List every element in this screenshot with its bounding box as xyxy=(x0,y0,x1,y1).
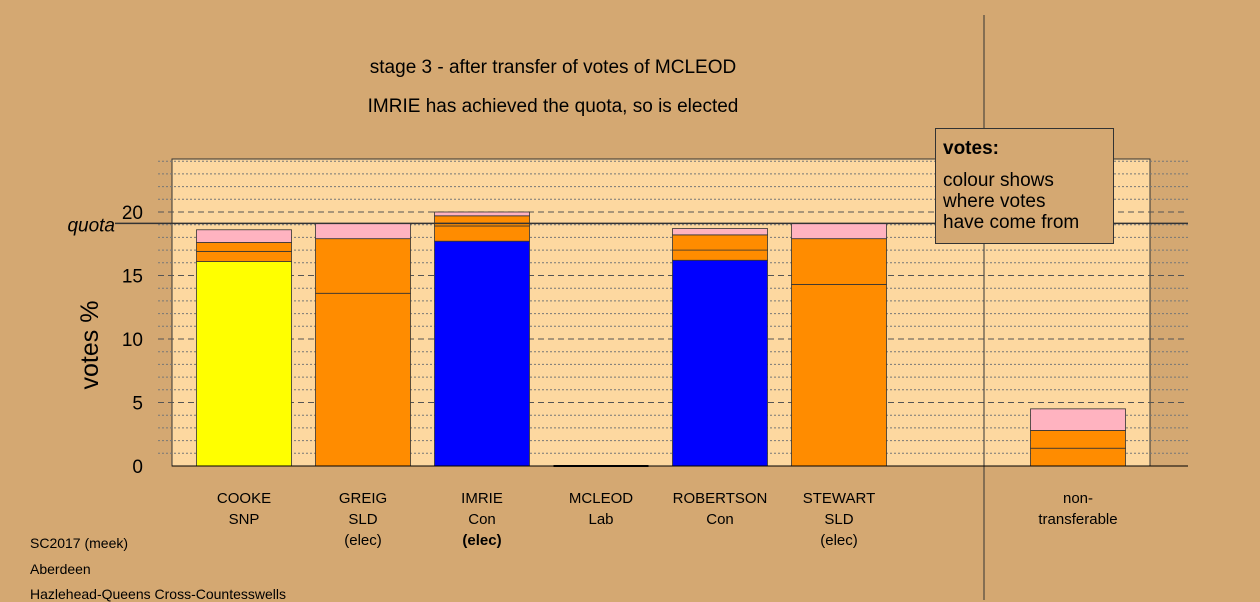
category-party: SLD xyxy=(348,511,377,528)
bar-segment xyxy=(791,238,887,285)
category-label: MCLEOD xyxy=(569,490,633,507)
bar-segment xyxy=(672,228,768,236)
bar-segment xyxy=(196,261,292,467)
y-tick-label: 0 xyxy=(132,457,143,478)
bar-segment xyxy=(315,292,411,467)
y-axis-label: votes % xyxy=(76,301,104,390)
bar-segment xyxy=(196,250,292,262)
footer-line-2: Aberdeen xyxy=(30,561,91,577)
legend: votes: colour shows where votes have com… xyxy=(935,128,1114,244)
legend-line-2: where votes xyxy=(943,191,1046,212)
category-label: GREIG xyxy=(339,490,387,507)
bar-segment xyxy=(434,240,530,467)
bar-segment xyxy=(434,211,530,217)
bar-segment xyxy=(315,238,411,294)
bar-segment xyxy=(1030,408,1126,431)
y-tick-label: 10 xyxy=(122,330,143,351)
bar-segment xyxy=(791,223,887,240)
category-label: COOKE xyxy=(217,490,271,507)
bar-segment xyxy=(791,283,887,467)
y-axis: 0 5 10 15 20 xyxy=(122,203,143,478)
category-status: (elec) xyxy=(462,532,501,549)
bar-segment xyxy=(672,234,768,251)
bar-segment xyxy=(672,259,768,467)
legend-line-3: have come from xyxy=(943,212,1080,233)
legend-line-1: colour shows xyxy=(943,170,1054,191)
bar-segment xyxy=(434,215,530,227)
category-labels: COOKE SNP GREIG SLD (elec) IMRIE Con (elec) MCLE… xyxy=(217,490,1118,549)
footer-line-1: SC2017 (meek) xyxy=(30,535,129,551)
category-party: Con xyxy=(706,511,734,528)
bar-segment xyxy=(434,225,530,242)
bar-segment xyxy=(1030,447,1126,467)
category-label: STEWART xyxy=(803,490,876,507)
category-status: (elec) xyxy=(344,532,382,549)
bar-segment xyxy=(196,242,292,252)
bar-segment xyxy=(196,229,292,243)
category-party: SLD xyxy=(824,511,853,528)
bar-segment xyxy=(672,249,768,261)
category-party: Lab xyxy=(588,511,613,528)
chart-subtitle: IMRIE has achieved the quota, so is elec… xyxy=(368,96,739,117)
bar-segment xyxy=(1030,430,1126,449)
category-party: SNP xyxy=(229,511,260,528)
y-tick-label: 15 xyxy=(122,267,143,288)
category-label: IMRIE xyxy=(461,490,503,507)
category-label: ROBERTSON xyxy=(673,490,768,507)
category-party: Con xyxy=(468,511,496,528)
category-party: transferable xyxy=(1038,511,1117,528)
legend-title: votes: xyxy=(943,138,999,159)
y-tick-label: 20 xyxy=(122,203,143,224)
bar-segment xyxy=(315,223,411,240)
chart-title: stage 3 - after transfer of votes of MCL… xyxy=(370,57,736,78)
category-status: (elec) xyxy=(820,532,858,549)
y-tick-label: 5 xyxy=(132,394,143,415)
footer-line-3: Hazlehead-Queens Cross-Countesswells xyxy=(30,586,287,602)
category-label: non- xyxy=(1063,490,1093,507)
quota-label: quota xyxy=(67,215,115,236)
